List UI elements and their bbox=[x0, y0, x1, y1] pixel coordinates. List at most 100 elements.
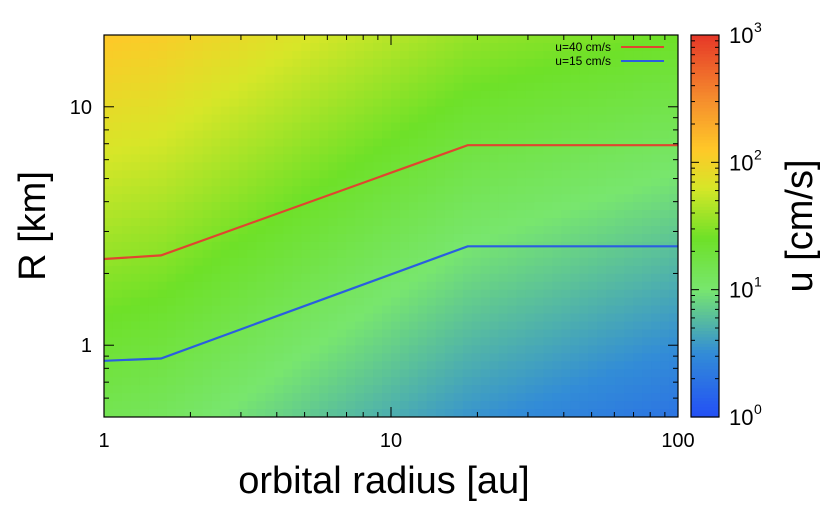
heatmap-cell bbox=[184, 313, 195, 323]
heatmap-cell bbox=[525, 385, 536, 394]
heatmap-cell bbox=[651, 162, 661, 171]
heatmap-cell bbox=[534, 218, 545, 227]
heatmap-cell bbox=[328, 210, 338, 219]
heatmap-cell bbox=[408, 170, 419, 179]
heatmap-cell bbox=[624, 281, 634, 291]
heatmap-cell bbox=[184, 409, 195, 417]
heatmap-cell bbox=[256, 297, 267, 307]
heatmap-cell bbox=[283, 337, 293, 346]
heatmap-cell bbox=[166, 393, 177, 402]
heatmap-cell bbox=[561, 106, 571, 116]
heatmap-cell bbox=[525, 305, 536, 315]
heatmap-cell bbox=[507, 273, 518, 283]
heatmap-cell bbox=[597, 313, 607, 323]
heatmap-cell bbox=[319, 106, 329, 116]
heatmap-cell bbox=[139, 138, 150, 148]
heatmap-cell bbox=[220, 385, 231, 394]
heatmap-cell bbox=[104, 146, 114, 155]
heatmap-cell bbox=[211, 377, 222, 386]
heatmap-cell bbox=[166, 82, 177, 92]
heatmap-cell bbox=[507, 50, 518, 60]
heatmap-cell bbox=[373, 98, 383, 108]
heatmap-cell bbox=[408, 305, 419, 315]
heatmap-cell bbox=[139, 297, 150, 307]
heatmap-cell bbox=[292, 369, 302, 378]
heatmap-cell bbox=[148, 218, 159, 227]
heatmap-cell bbox=[238, 313, 249, 323]
heatmap-cell bbox=[157, 42, 168, 52]
heatmap-cell bbox=[247, 106, 258, 116]
heatmap-cell bbox=[552, 122, 563, 132]
heatmap-cell bbox=[130, 82, 141, 92]
heatmap-cell bbox=[247, 66, 258, 76]
heatmap-cell bbox=[274, 202, 284, 211]
heatmap-cell bbox=[642, 162, 652, 171]
heatmap-cell bbox=[399, 74, 410, 84]
heatmap-cell bbox=[489, 361, 500, 370]
heatmap-cell bbox=[588, 369, 598, 378]
heatmap-cell bbox=[211, 202, 222, 211]
heatmap-cell bbox=[471, 186, 482, 195]
heatmap-cell bbox=[211, 114, 222, 124]
heatmap-cell bbox=[157, 114, 168, 124]
heatmap-cell bbox=[247, 337, 258, 346]
heatmap-cell bbox=[337, 106, 347, 116]
heatmap-cell bbox=[319, 66, 329, 76]
heatmap-cell bbox=[435, 353, 446, 362]
heatmap-cell bbox=[606, 361, 616, 370]
heatmap-cell bbox=[642, 218, 652, 227]
heatmap-cell bbox=[444, 393, 455, 402]
heatmap-cell bbox=[444, 194, 455, 203]
heatmap-cell bbox=[426, 337, 437, 346]
heatmap-cell bbox=[265, 66, 276, 76]
heatmap-cell bbox=[489, 377, 500, 386]
heatmap-cell bbox=[633, 401, 643, 410]
heatmap-cell bbox=[247, 233, 258, 243]
heatmap-cell bbox=[543, 58, 554, 68]
heatmap-cell bbox=[579, 66, 589, 76]
heatmap-cell bbox=[543, 345, 554, 354]
heatmap-cell bbox=[283, 194, 293, 203]
heatmap-cell bbox=[480, 393, 491, 402]
heatmap-cell bbox=[247, 202, 258, 211]
heatmap-cell bbox=[561, 66, 571, 76]
heatmap-cell bbox=[525, 337, 536, 346]
heatmap-cell bbox=[606, 377, 616, 386]
heatmap-cell bbox=[489, 289, 500, 299]
heatmap-cell bbox=[660, 273, 670, 283]
heatmap-cell bbox=[669, 194, 678, 203]
heatmap-cell bbox=[104, 186, 114, 195]
colorbar-tick-exponent: 2 bbox=[754, 146, 762, 162]
heatmap-cell bbox=[552, 369, 563, 378]
heatmap-cell bbox=[265, 114, 276, 124]
heatmap-cell bbox=[256, 257, 267, 267]
heatmap-cell bbox=[148, 66, 159, 76]
heatmap-cell bbox=[660, 249, 670, 259]
heatmap-cell bbox=[525, 106, 536, 116]
heatmap-cell bbox=[408, 265, 419, 275]
heatmap-cell bbox=[435, 202, 446, 211]
heatmap-cell bbox=[516, 329, 527, 339]
heatmap-cell bbox=[624, 82, 634, 92]
heatmap-cell bbox=[660, 186, 670, 195]
heatmap-cell bbox=[426, 289, 437, 299]
heatmap-cell bbox=[642, 385, 652, 394]
colorbar-segment bbox=[691, 353, 719, 358]
heatmap-cell bbox=[229, 90, 240, 100]
heatmap-cell bbox=[157, 345, 168, 354]
heatmap-cell bbox=[247, 409, 258, 417]
heatmap-cell bbox=[337, 90, 347, 100]
heatmap-cell bbox=[382, 305, 392, 315]
heatmap-cell bbox=[157, 218, 168, 227]
heatmap-cell bbox=[346, 409, 356, 417]
heatmap-cell bbox=[543, 106, 554, 116]
heatmap-cell bbox=[651, 66, 661, 76]
heatmap-cell bbox=[669, 170, 678, 179]
heatmap-cell bbox=[355, 321, 365, 331]
heatmap-cell bbox=[355, 369, 365, 378]
heatmap-cell bbox=[364, 345, 374, 354]
heatmap-cell bbox=[373, 345, 383, 354]
heatmap-cell bbox=[211, 154, 222, 163]
heatmap-cell bbox=[193, 202, 204, 211]
heatmap-cell bbox=[283, 35, 293, 44]
